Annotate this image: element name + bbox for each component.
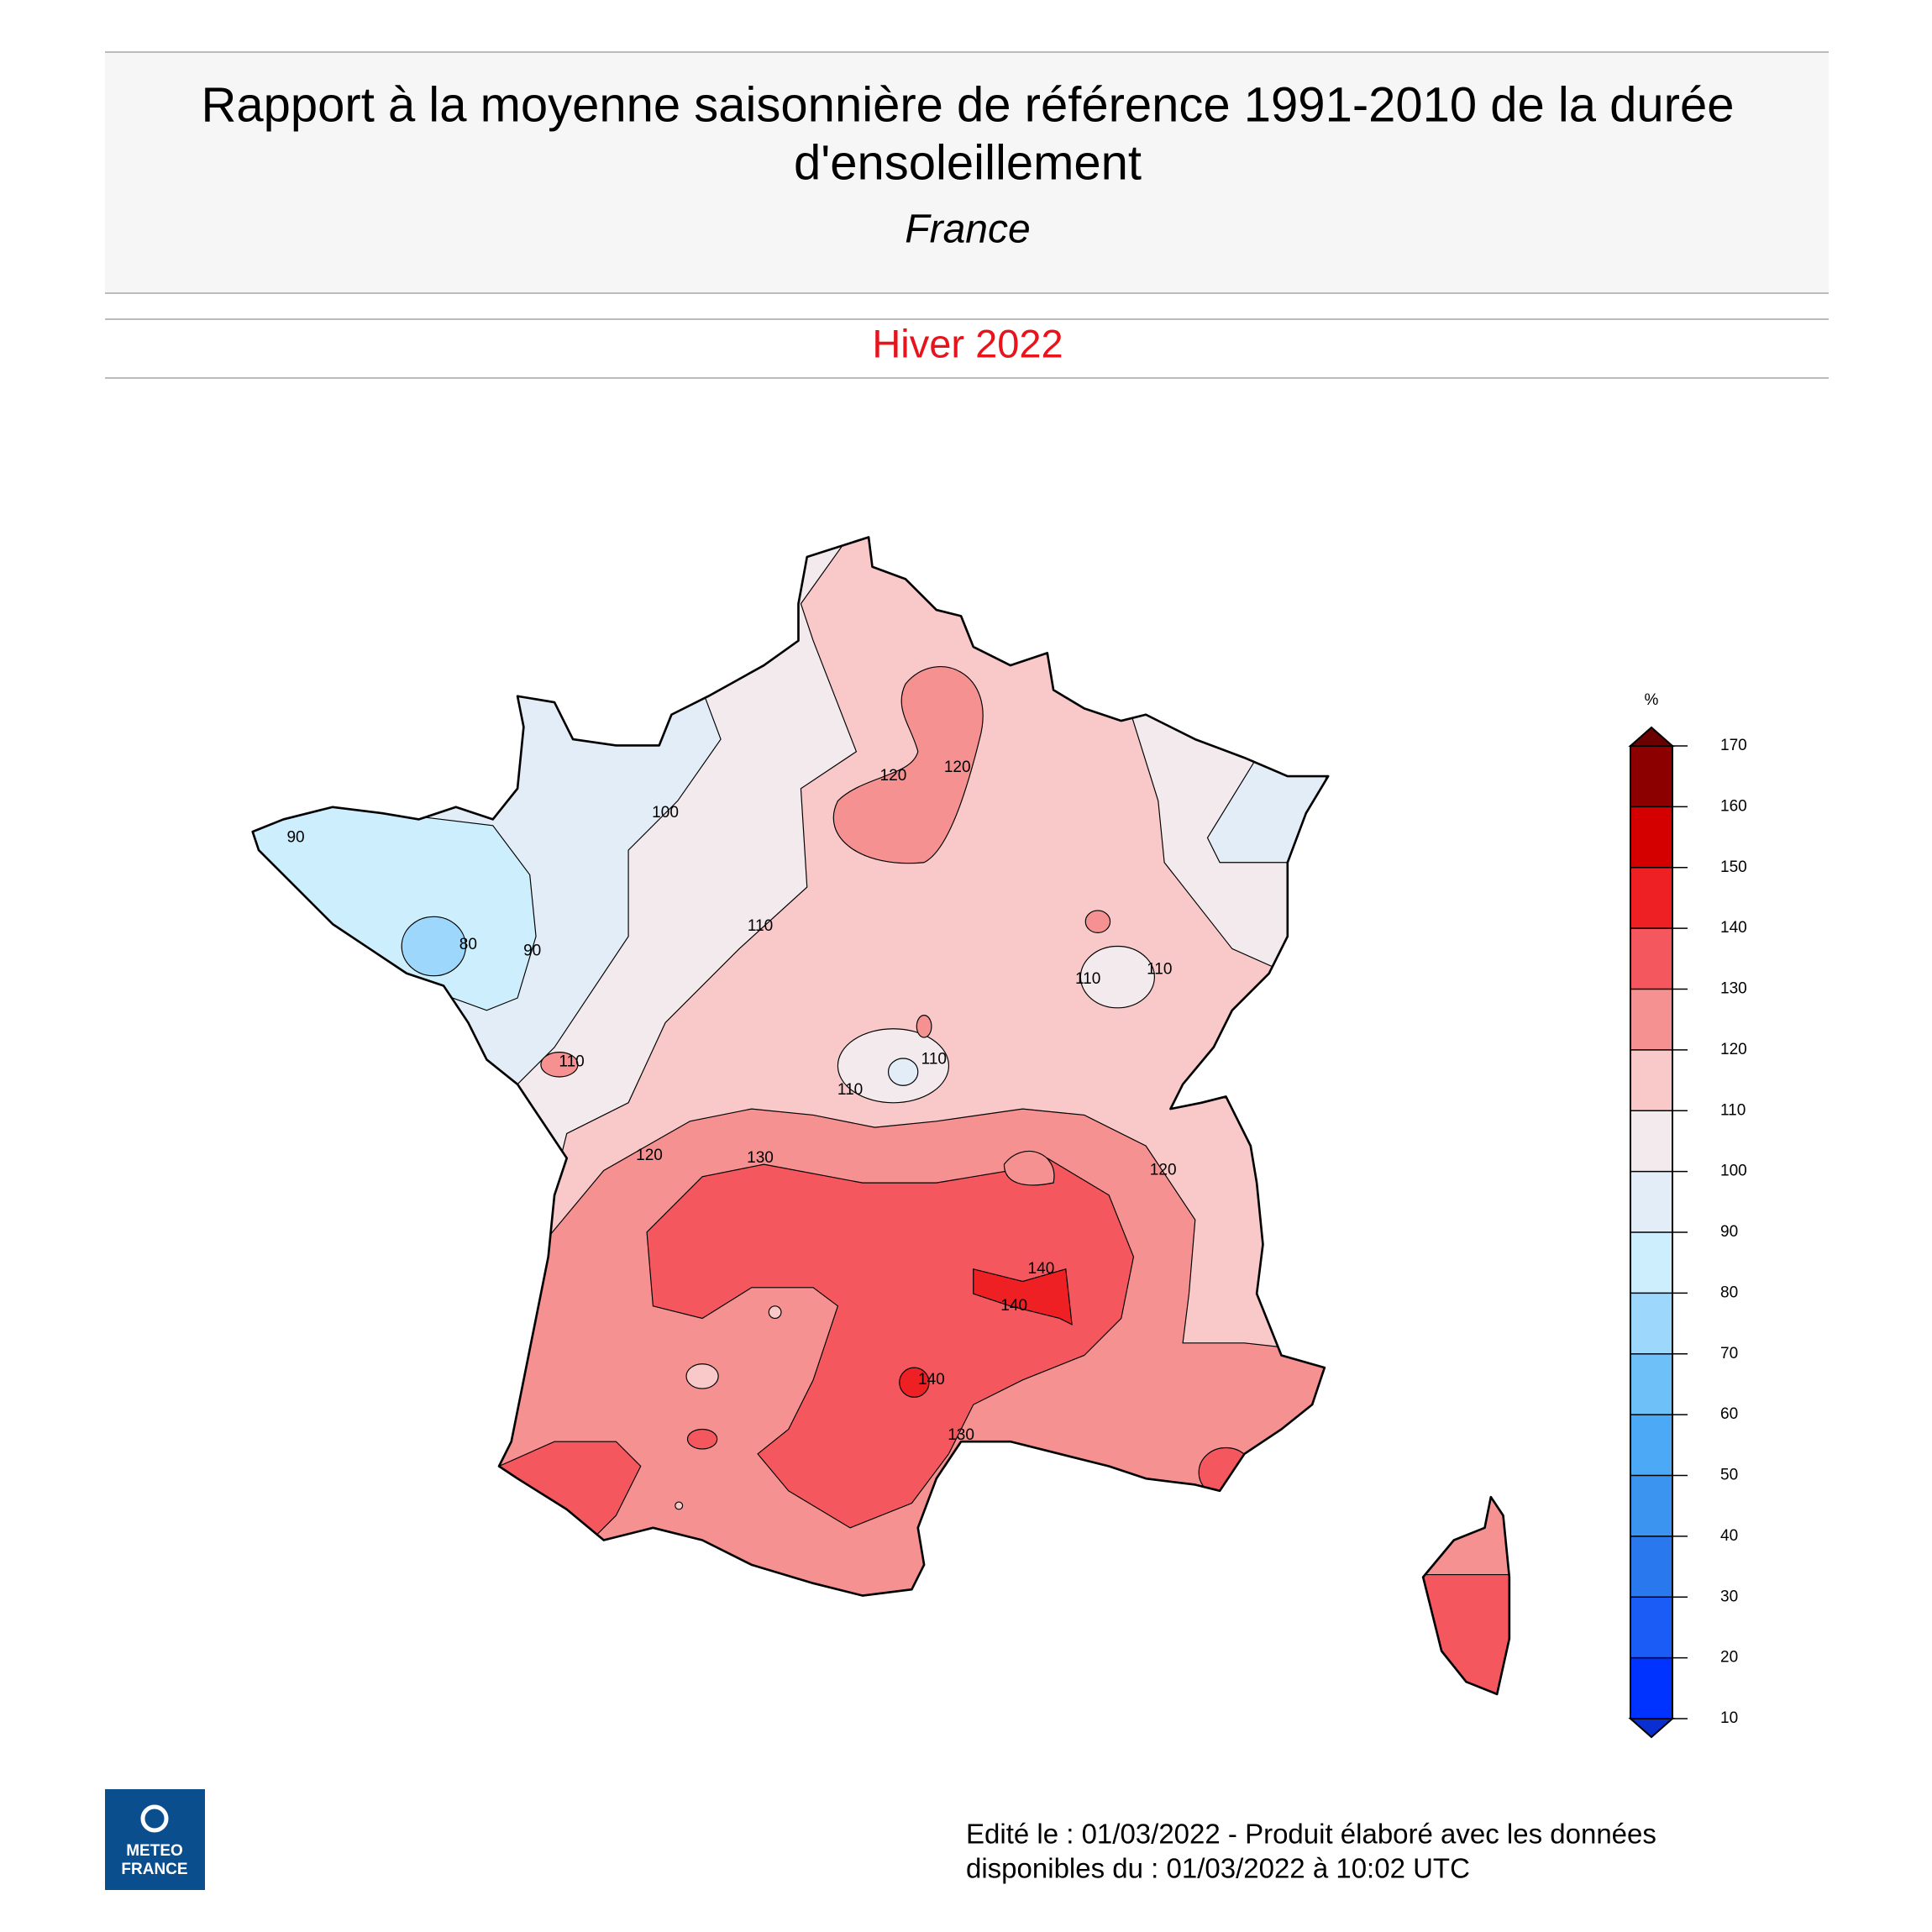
contour-label: 140 <box>918 1371 945 1389</box>
legend-band <box>1630 1110 1672 1172</box>
map: 100 90 80 90 110 120 120 110 110 110 110 110 120 130 1… <box>251 536 1511 1696</box>
contour-zone <box>675 1501 684 1510</box>
legend-tick-label: 140 <box>1720 919 1747 937</box>
legend-under <box>1628 1718 1675 1739</box>
legend-tick-label: 30 <box>1720 1588 1738 1605</box>
legend-band <box>1630 1049 1672 1111</box>
legend-tick-label: 130 <box>1720 980 1747 998</box>
contour-label: 110 <box>921 1050 947 1068</box>
logo-text: FRANCE <box>121 1861 187 1878</box>
legend-tick-label: 100 <box>1720 1163 1747 1180</box>
contour-zone <box>1003 1150 1055 1186</box>
contour-zone <box>887 1058 919 1086</box>
coastline <box>251 536 1511 1696</box>
contour-zone <box>1084 910 1111 933</box>
legend-tick-label: 80 <box>1720 1284 1738 1301</box>
legend-tick-label: 40 <box>1720 1527 1738 1545</box>
contour-label: 90 <box>523 942 541 959</box>
legend-band <box>1630 1171 1672 1232</box>
legend-tick-label: 150 <box>1720 858 1747 876</box>
legend-tick-label: 10 <box>1720 1709 1738 1727</box>
contour-zone <box>916 1015 932 1038</box>
legend: 10 20 30 40 50 60 70 80 90 100 110 120 130 140 150 160 1… <box>1628 691 1747 1739</box>
contour-label: 110 <box>1075 970 1100 988</box>
contour-zone <box>646 1158 1135 1529</box>
legend-over <box>1628 726 1675 747</box>
footer: Edité le : 01/03/2022 - Produit élaboré … <box>966 1819 1656 1850</box>
contour-label: 110 <box>748 917 773 935</box>
legend-band <box>1630 928 1672 990</box>
legend-band <box>1630 1475 1672 1536</box>
contour-zone <box>540 1052 579 1078</box>
contour-label: 120 <box>880 767 907 785</box>
legend-band <box>1630 989 1672 1050</box>
title: d'ensoleillement <box>794 135 1142 190</box>
legend-tick-label: 170 <box>1720 737 1747 754</box>
contour-label: 100 <box>652 804 679 822</box>
contour-zone <box>1404 1478 1509 1576</box>
contour-zone <box>973 1268 1073 1326</box>
legend-band <box>1630 1415 1672 1476</box>
contour-zone <box>899 1367 930 1398</box>
logo-icon <box>140 1804 169 1833</box>
contour-label: 140 <box>1000 1297 1027 1315</box>
legend-band <box>1630 867 1672 929</box>
legend-band <box>1630 1293 1672 1354</box>
subtitle: France <box>905 207 1030 252</box>
contour-label: 120 <box>636 1147 663 1164</box>
contour-zone <box>685 1363 719 1389</box>
legend-tick-label: 160 <box>1720 797 1747 815</box>
legend-band <box>1630 1536 1672 1598</box>
legend-band <box>1630 806 1672 868</box>
legend-band <box>1630 1232 1672 1294</box>
legend-tick-label: 90 <box>1720 1223 1738 1241</box>
legend-tick-label: 70 <box>1720 1345 1738 1362</box>
contour-label: 120 <box>1150 1161 1177 1179</box>
period: Hiver 2022 <box>872 321 1063 365</box>
contour-zone <box>832 666 984 864</box>
contour-zone <box>1079 945 1155 1009</box>
contour-zone <box>768 1305 782 1319</box>
contour-label: 90 <box>286 828 304 846</box>
title: Rapport à la moyenne saisonnière de réfé… <box>201 77 1734 132</box>
contour-label: 140 <box>1028 1260 1055 1278</box>
contour-label: 80 <box>459 936 477 953</box>
zones <box>252 537 1509 1694</box>
legend-tick-label: 50 <box>1720 1467 1738 1484</box>
legend-tick-label: 20 <box>1720 1649 1738 1667</box>
legend-band <box>1630 746 1672 807</box>
contour-zone <box>401 916 467 977</box>
legend-band <box>1630 1353 1672 1415</box>
legend-band <box>1630 1657 1672 1719</box>
contour-zone <box>686 1428 718 1450</box>
legend-unit: % <box>1645 691 1659 709</box>
contour-label: 110 <box>559 1053 584 1070</box>
contour-label: 110 <box>1147 960 1172 978</box>
contour-label: 120 <box>944 759 971 776</box>
contour-label: 130 <box>747 1149 774 1167</box>
legend-tick-label: 120 <box>1720 1041 1747 1058</box>
legend-tick-label: 110 <box>1720 1101 1746 1119</box>
legend-band <box>1630 1597 1672 1658</box>
contour-label: 110 <box>837 1081 863 1099</box>
header-box <box>105 52 1829 293</box>
logo-text: METEO <box>126 1842 183 1860</box>
contour-label: 130 <box>948 1426 974 1444</box>
footer: disponibles du : 01/03/2022 à 10:02 UTC <box>966 1853 1470 1884</box>
legend-tick-label: 60 <box>1720 1405 1738 1423</box>
